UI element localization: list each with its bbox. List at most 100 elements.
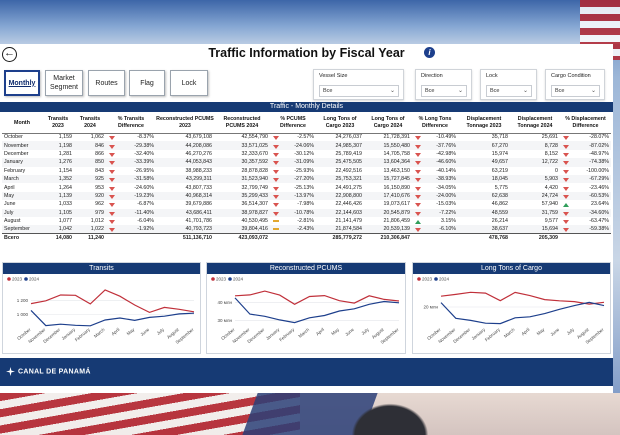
tab-lock[interactable]: Lock: [170, 70, 208, 96]
table-cell: 24,276,037: [316, 133, 364, 141]
cargo-condition-select[interactable]: Все ⌄: [551, 85, 600, 97]
canal-logo: CANAL DE PANAMÁ: [6, 367, 91, 376]
column-header[interactable]: % PCUMS Difference: [270, 113, 316, 134]
total-cell: 14,080: [42, 233, 74, 243]
cell-value: -31.09%: [294, 159, 314, 166]
column-header[interactable]: Displacement Tonnage 2024: [510, 113, 560, 134]
report-card: ← Traffic Information by Fiscal Year i M…: [0, 44, 613, 393]
table-cell: 26,214: [458, 217, 510, 225]
chart-title: Long Tons of Cargo: [413, 263, 610, 274]
decrease-triangle-icon: [109, 194, 115, 199]
table-cell: 46,270,276: [156, 150, 214, 158]
table-cell: 962: [74, 200, 106, 208]
month-cell: September: [2, 225, 42, 234]
column-header[interactable]: Long Tons of Cargo 2023: [316, 113, 364, 134]
arrow-left-icon[interactable]: ←: [2, 47, 17, 62]
decrease-triangle-icon: [415, 211, 421, 216]
table-cell: -6.10%: [412, 225, 458, 234]
vessel-size-select[interactable]: Все ⌄: [319, 85, 399, 97]
filter-direction[interactable]: Direction Все ⌄: [415, 69, 472, 100]
table-cell: -28.07%: [560, 133, 611, 141]
column-header[interactable]: % Long Tons Difference: [412, 113, 458, 134]
column-header[interactable]: Month: [2, 113, 42, 134]
x-tick-label: March: [503, 327, 516, 339]
table-cell: 1,022: [74, 225, 106, 234]
table-cell: 979: [74, 208, 106, 217]
cell-value: -7.98%: [297, 201, 314, 208]
cell-value: 1,062: [90, 134, 104, 141]
column-header[interactable]: Long Tons of Cargo 2024: [364, 113, 412, 134]
direction-select[interactable]: Все ⌄: [421, 85, 467, 97]
table-cell: -40.14%: [412, 167, 458, 175]
table-cell: 1,198: [42, 141, 74, 150]
filter-cargo-condition[interactable]: Cargo Condition Все ⌄: [545, 69, 605, 100]
table-cell: -67.29%: [560, 174, 611, 184]
table-cell: -2.43%: [270, 225, 316, 234]
total-cell: [106, 233, 156, 243]
increase-triangle-icon: [415, 220, 421, 225]
tab-flag[interactable]: Flag: [129, 70, 165, 96]
tab-lock-label: Lock: [181, 79, 197, 87]
column-header[interactable]: Reconstructed PCUMS 2024: [214, 113, 270, 134]
cell-value: -2.43%: [297, 226, 314, 233]
table-cell: 17,410,676: [364, 191, 412, 201]
table-cell: 5,903: [510, 174, 560, 184]
column-header[interactable]: % Displacement Difference: [560, 113, 611, 134]
table-cell: 1,264: [42, 183, 74, 191]
x-tick-label: May: [330, 326, 340, 336]
select-value: Все: [490, 88, 500, 94]
table-cell: -1.92%: [106, 225, 156, 234]
table-cell: 4,420: [510, 183, 560, 191]
table-cell: 16,150,890: [364, 183, 412, 191]
cell-value: -67.29%: [589, 176, 609, 183]
cell-value: 21,874,584: [335, 226, 362, 233]
cell-value: 5,775: [494, 184, 508, 191]
cell-value: -32.40%: [134, 150, 154, 157]
series-line-y2023: [440, 291, 605, 305]
x-tick-label: March: [93, 327, 106, 339]
tab-market-segment[interactable]: Market Segment: [45, 70, 83, 96]
lock-select[interactable]: Все ⌄: [486, 85, 532, 97]
total-cell: [270, 233, 316, 243]
filter-vessel-size[interactable]: Vessel Size Все ⌄: [313, 69, 404, 100]
table-row: August 1,077 1,012 -6.04% 41,701,786 40,530,4…: [2, 217, 611, 225]
tab-monthly[interactable]: Monthly: [4, 70, 40, 96]
column-header[interactable]: % Transits Difference: [106, 113, 156, 134]
info-icon[interactable]: i: [424, 47, 435, 58]
column-header[interactable]: Transits 2023: [42, 113, 74, 134]
tab-routes[interactable]: Routes: [88, 70, 125, 96]
column-header[interactable]: Reconstructed PCUMS 2023: [156, 113, 214, 134]
monthly-details-table: Month Transits 2023 Transits 2024% Transit…: [2, 113, 611, 243]
cell-value: 39,804,416: [241, 226, 268, 233]
x-tick-label: July: [156, 326, 166, 335]
cell-value: -6.87%: [137, 201, 154, 208]
total-cell: [560, 233, 611, 243]
table-cell: 44,208,086: [156, 141, 214, 150]
table-cell: 850: [74, 158, 106, 167]
table-cell: 20,539,139: [364, 225, 412, 234]
cell-value: -15.03%: [436, 201, 456, 208]
filter-lock[interactable]: Lock Все ⌄: [480, 69, 537, 100]
table-cell: 3.15%: [412, 217, 458, 225]
table-cell: -60.53%: [560, 191, 611, 201]
cell-value: 33,571,025: [241, 142, 268, 149]
column-header[interactable]: Displacement Tonnage 2023: [458, 113, 510, 134]
cell-value: 25,475,505: [335, 159, 362, 166]
table-cell: 925: [74, 174, 106, 184]
cell-value: April: [4, 184, 15, 191]
x-tick-label: May: [536, 326, 546, 336]
table-cell: -34.05%: [412, 183, 458, 191]
cell-value: -28.07%: [589, 134, 609, 141]
table-cell: 1,281: [42, 150, 74, 158]
cell-value: -100.00%: [586, 167, 609, 174]
column-header[interactable]: Transits 2024: [74, 113, 106, 134]
cell-value: June: [4, 201, 16, 208]
cell-value: -1.92%: [137, 226, 154, 233]
cell-value: 0: [555, 167, 558, 174]
table-cell: -7.98%: [270, 200, 316, 208]
x-tick-label: April: [520, 327, 530, 337]
table-cell: 31,523,940: [214, 174, 270, 184]
cell-value: 8,728: [544, 142, 558, 149]
decrease-triangle-icon: [273, 161, 279, 166]
decrease-triangle-icon: [109, 228, 115, 233]
